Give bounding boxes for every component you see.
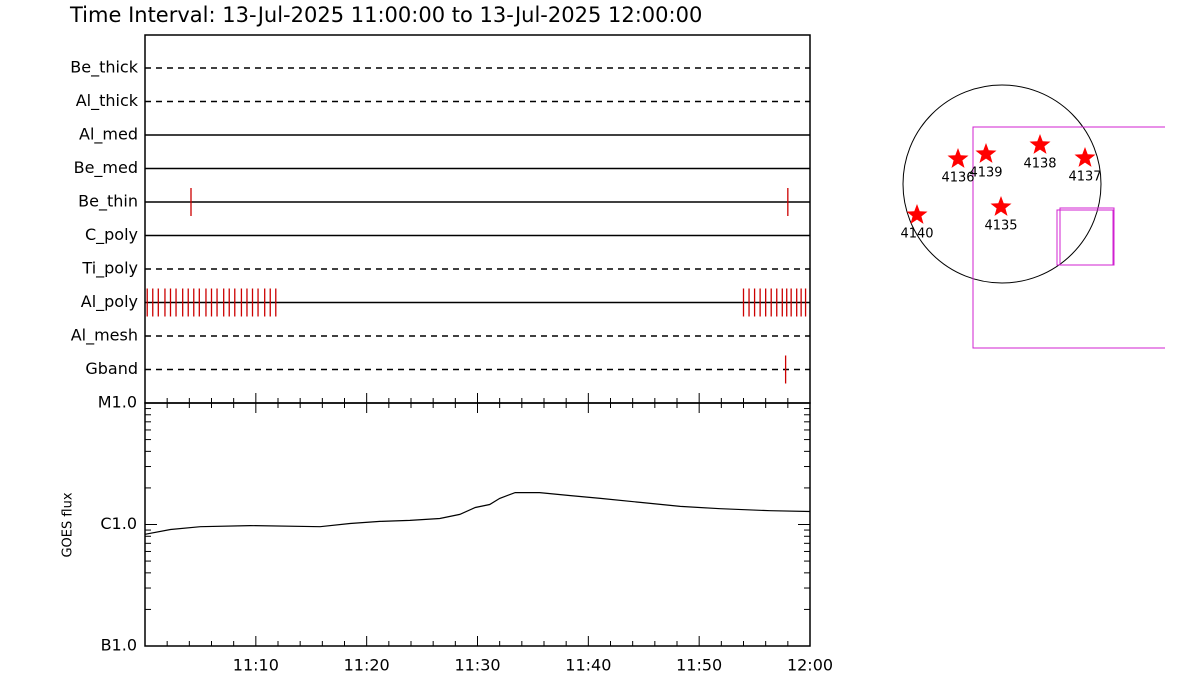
timeline-frame bbox=[144, 34, 811, 404]
row-label: Ti_poly bbox=[81, 259, 138, 279]
region-label: 4138 bbox=[1023, 157, 1056, 172]
region-star bbox=[1029, 134, 1051, 154]
region-star bbox=[990, 196, 1012, 216]
region-label: 4135 bbox=[984, 219, 1017, 234]
chart-title: Time Interval: 13-Jul-2025 11:00:00 to 1… bbox=[69, 3, 702, 27]
region-star bbox=[947, 148, 969, 168]
x-tick-label: 11:50 bbox=[676, 656, 722, 675]
row-label: Al_mesh bbox=[71, 326, 138, 346]
fov-box bbox=[1059, 207, 1115, 266]
y-tick-label: B1.0 bbox=[101, 636, 137, 655]
x-tick-label: 12:00 bbox=[787, 656, 833, 675]
row-label: Be_med bbox=[74, 158, 138, 178]
row-label: Al_thick bbox=[76, 91, 139, 111]
region-label: 4137 bbox=[1068, 170, 1101, 185]
region-star bbox=[906, 204, 928, 224]
region-label: 4140 bbox=[900, 227, 933, 242]
row-label: Gband bbox=[85, 359, 138, 378]
y-tick-label: C1.0 bbox=[100, 514, 137, 533]
region-star bbox=[1074, 147, 1096, 167]
row-label: Al_med bbox=[79, 125, 138, 145]
x-tick-label: 11:10 bbox=[233, 656, 279, 675]
row-label: C_poly bbox=[85, 225, 138, 245]
row-label: Be_thin bbox=[78, 192, 138, 212]
region-star bbox=[975, 143, 997, 163]
region-label: 4136 bbox=[941, 171, 974, 186]
x-tick-label: 11:30 bbox=[454, 656, 500, 675]
row-label: Al_poly bbox=[81, 292, 138, 312]
fov-box bbox=[972, 126, 1165, 349]
region-label: 4139 bbox=[969, 166, 1002, 181]
goes-curve bbox=[144, 492, 811, 535]
x-tick-label: 11:20 bbox=[344, 656, 390, 675]
x-tick-label: 11:40 bbox=[565, 656, 611, 675]
goes-frame bbox=[144, 402, 811, 647]
row-label: Be_thick bbox=[70, 58, 138, 78]
y-tick-label: M1.0 bbox=[98, 393, 137, 412]
solar-disk bbox=[902, 84, 1102, 284]
solar-map bbox=[902, 84, 1165, 349]
y-axis-label: GOES flux bbox=[61, 492, 76, 557]
